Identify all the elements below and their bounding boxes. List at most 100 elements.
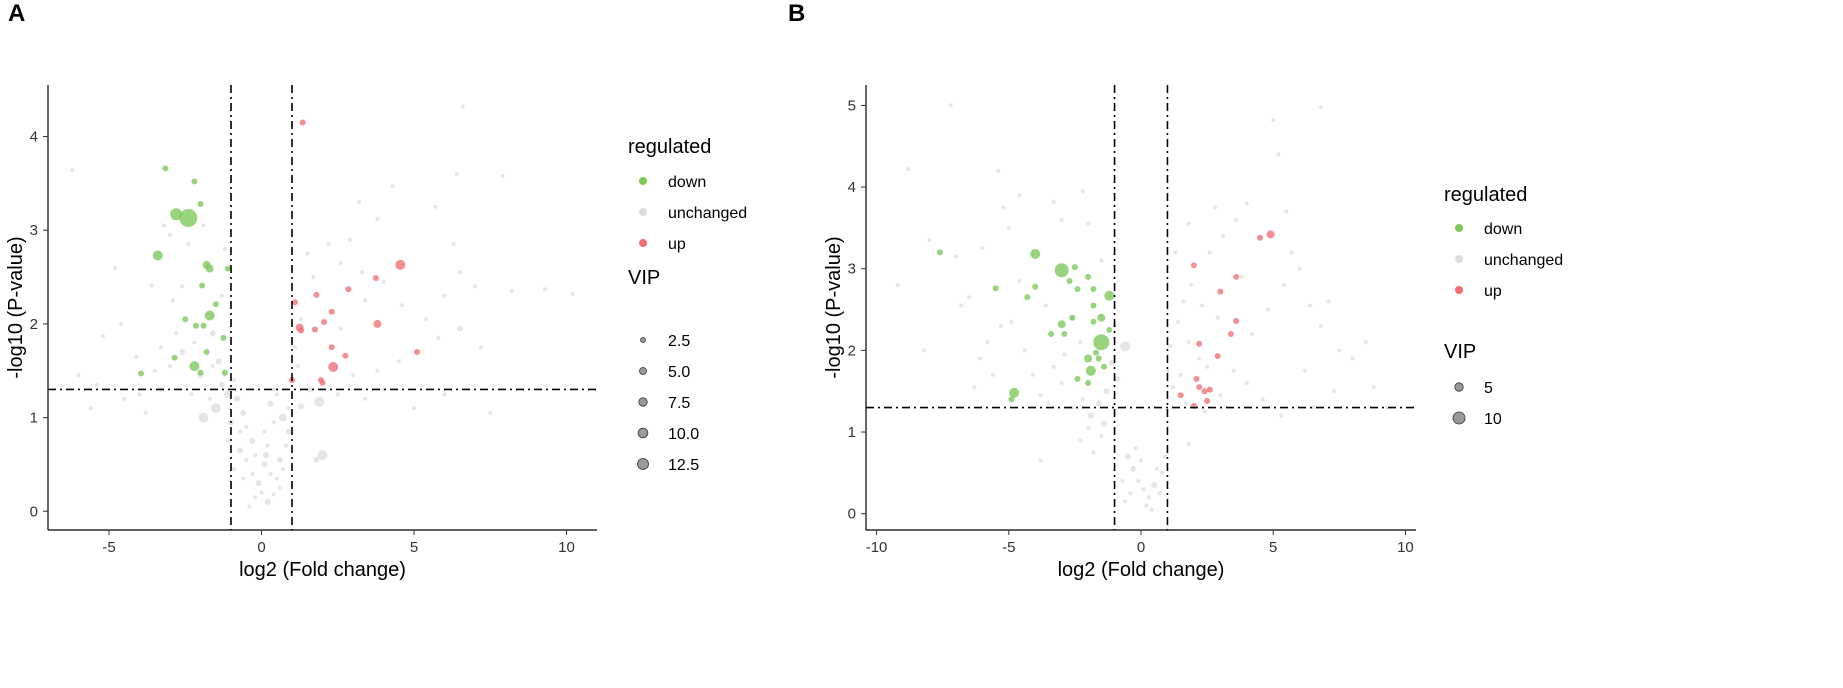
panel-b-point-unchanged <box>1114 375 1121 382</box>
panel-b-point-unchanged <box>1146 495 1151 500</box>
panel-a-point-unchanged <box>283 443 288 448</box>
panel-b-point-down <box>1095 355 1102 362</box>
panel-b-point-unchanged <box>980 246 985 251</box>
panel-a-legend-size-label: 12.5 <box>668 457 699 474</box>
panel-b-legend-size-title: VIP <box>1444 341 1476 363</box>
panel-a-point-down <box>191 178 198 185</box>
panel-b-point-unchanged <box>1350 356 1355 361</box>
panel-b-legend-label-unchanged: unchanged <box>1484 252 1563 269</box>
panel-b-point-unchanged <box>1205 364 1210 369</box>
panel-b-point-down <box>937 249 943 256</box>
panel-a-point-unchanged <box>570 291 575 296</box>
panel-a-x-axis-title: log2 (Fold change) <box>239 559 406 581</box>
panel-a-point-unchanged <box>357 200 362 205</box>
panel-a-point-unchanged <box>122 396 127 401</box>
panel-b-point-unchanged <box>1157 491 1162 496</box>
panel-a-point-down <box>152 250 163 261</box>
panel-a-point-unchanged <box>412 406 416 411</box>
panel-a-point-down <box>204 310 215 321</box>
panel-a-point-up <box>328 344 335 351</box>
panel-b-point-unchanged <box>1087 412 1094 419</box>
panel-a-point-unchanged <box>298 403 305 410</box>
panel-b-point-down <box>1030 249 1041 259</box>
panel-a-point-up <box>414 349 420 355</box>
panel-a-point-unchanged <box>168 364 172 369</box>
panel-a-point-unchanged <box>219 293 224 298</box>
panel-a-point-unchanged <box>314 396 325 407</box>
panel-b-point-unchanged <box>1244 201 1249 206</box>
panel-b-point-unchanged <box>1160 470 1165 475</box>
panel-a-point-unchanged <box>451 242 456 247</box>
panel-a-point-unchanged <box>348 237 352 242</box>
panel-a-legend-size-label: 10.0 <box>668 426 699 443</box>
panel-a-point-unchanged <box>280 467 285 472</box>
panel-a-point-down <box>212 301 219 308</box>
panel-a-point-unchanged <box>278 413 287 422</box>
panel-b-y-tick-label: 5 <box>848 97 856 114</box>
panel-b-point-unchanged <box>1095 400 1102 407</box>
panel-a-legend-size-key <box>637 427 649 439</box>
panel-b-point-unchanged <box>948 103 953 108</box>
panel-a-point-up <box>373 319 382 328</box>
panel-a-x-tick-label: -5 <box>102 539 115 556</box>
panel-a-point-unchanged <box>456 325 463 332</box>
panel-b-point-unchanged <box>1128 491 1133 496</box>
panel-b-point-up <box>1257 234 1263 241</box>
panel-b-point-unchanged <box>990 372 995 377</box>
panel-b-point-unchanged <box>1136 479 1141 483</box>
panel-b-point-unchanged <box>1276 152 1281 157</box>
panel-b-point-unchanged <box>1059 381 1064 385</box>
panel-a-point-unchanged <box>433 204 438 209</box>
panel-b-point-unchanged <box>1070 405 1075 410</box>
panel-a-point-unchanged <box>215 358 222 365</box>
panel-a-point-unchanged <box>509 289 514 294</box>
panel-b-point-down <box>1104 290 1115 301</box>
panel-b-point-down <box>1093 349 1099 356</box>
panel-a-point-up <box>319 379 326 386</box>
panel-b-plot: -10 -5 0 5 10 0 1 2 3 4 5 log2 (Fold change) -log10 … <box>823 85 1416 581</box>
panel-a-point-down <box>171 354 178 361</box>
panel-b-point-unchanged <box>1260 397 1265 402</box>
panel-b-label: B <box>788 0 806 27</box>
panel-b-point-unchanged <box>1103 388 1110 395</box>
panel-a-point-up <box>299 119 306 126</box>
panel-b-point-unchanged <box>1078 340 1083 345</box>
panel-a-point-unchanged <box>174 331 179 336</box>
panel-a-point-unchanged <box>363 298 368 303</box>
panel-a-point-up <box>372 275 379 281</box>
panel-b-x-tick-label: -5 <box>1002 539 1015 556</box>
panel-b-point-unchanged <box>1130 465 1137 472</box>
panel-b-point-unchanged <box>1043 303 1048 308</box>
panel-b-point-unchanged <box>1213 205 1217 210</box>
panel-b-legend-label-down: down <box>1484 221 1522 238</box>
panel-a-point-unchanged <box>137 392 142 397</box>
panel-b-point-unchanged <box>1215 315 1220 320</box>
panel-a-point-unchanged <box>168 232 172 237</box>
panel-b-x-axis-title: log2 (Fold change) <box>1058 559 1225 581</box>
panel-b-legend-label-up: up <box>1484 283 1502 300</box>
panel-b-legend-size-key <box>1452 411 1466 425</box>
panel-b-point-unchanged <box>1091 450 1096 455</box>
panel-b-legend-size-label: 10 <box>1484 411 1502 428</box>
panel-a-point-up <box>328 308 335 315</box>
panel-b-point-unchanged <box>1289 250 1294 255</box>
panel-b-point-unchanged <box>1310 405 1315 410</box>
panel-a-point-up <box>321 319 327 325</box>
panel-b-point-down <box>1069 314 1076 321</box>
panel-b-point-unchanged <box>1038 458 1043 463</box>
panel-b-legend-key-unchanged <box>1455 255 1463 263</box>
panel-a-point-up <box>342 352 349 359</box>
panel-b-legend-size-key <box>1454 382 1464 392</box>
panel-b-point-unchanged <box>1144 503 1149 508</box>
panel-a-point-unchanged <box>207 396 212 401</box>
panel-a-point-unchanged <box>296 364 301 369</box>
panel-a-point-down <box>197 201 204 207</box>
panel-a-point-unchanged <box>351 373 355 378</box>
panel-a-y-tick-label: 2 <box>30 316 38 333</box>
panel-b-point-down <box>1061 331 1068 337</box>
panel-a-point-unchanged <box>500 173 505 178</box>
panel-a-point-unchanged <box>201 223 206 228</box>
panel-a-point-up <box>311 326 318 333</box>
panel-a-point-unchanged <box>267 400 274 407</box>
panel-b-x-tick-label: 5 <box>1269 539 1277 556</box>
